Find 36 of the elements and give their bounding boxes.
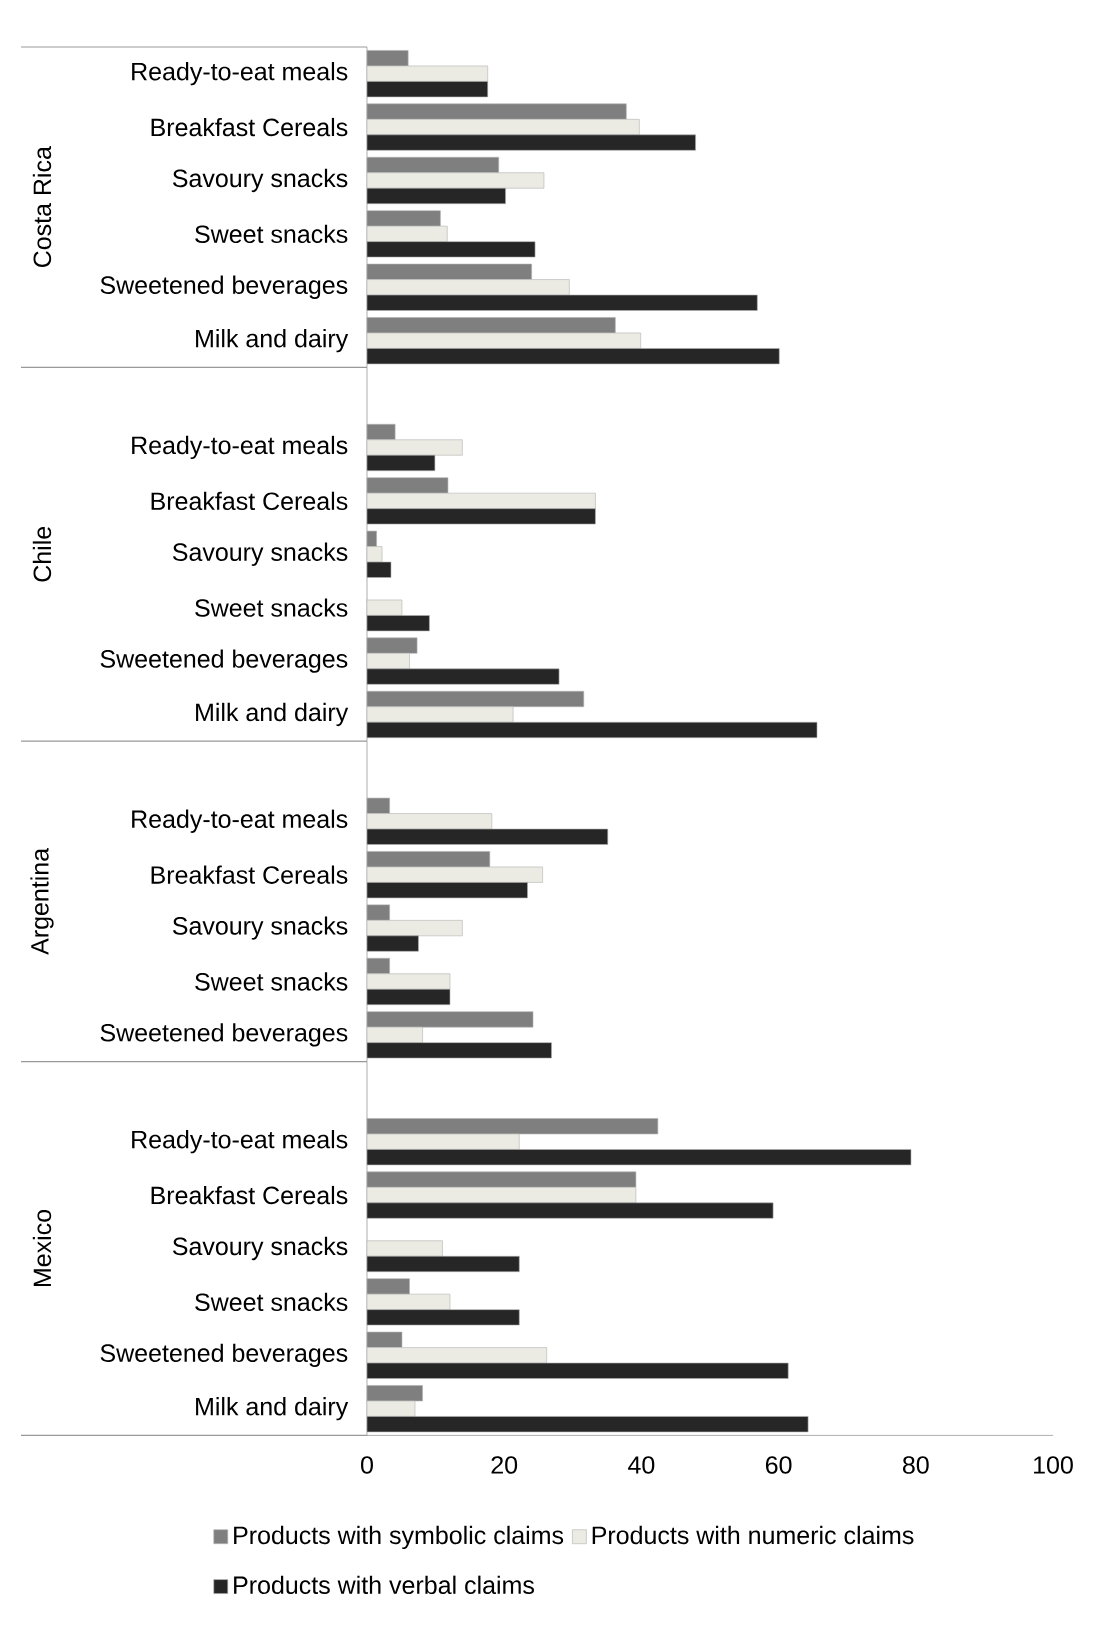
x-tick-label: 100 [1034,1456,1073,1474]
y-tick-label: Sweetened beverages [100,649,348,673]
y-axis-title: Chile [32,526,52,582]
y-tick-label: Ready-to-eat meals [132,435,348,460]
y-tick-label: Breakfast Cereals [151,491,348,511]
y-tick-label: Savoury snacks [172,542,348,566]
y-tick-label: Breakfast Cereals [151,117,348,137]
y-tick-label: Sweetened beverages [100,1343,348,1367]
y-tick-label: Ready-to-eat meals [132,1130,348,1154]
y-tick-label: Sweetened beverages [100,275,348,299]
y-tick-label: Sweet snacks [195,598,348,617]
legend-label: Products with symbolic claims [234,1525,564,1550]
x-tick-label: 60 [765,1456,792,1474]
y-axis-title: Argentina [30,847,54,955]
y-tick-label: Savoury snacks [172,916,348,940]
legend-label: Products with numeric claims [592,1525,914,1545]
x-tick-label: 0 [361,1456,373,1474]
legend-label: Products with verbal claims [234,1575,534,1595]
y-axis-title: Mexico [32,1209,52,1287]
y-tick-label: Breakfast Cereals [151,865,348,884]
y-tick-label: Sweet snacks [195,1292,348,1312]
y-axis-title: Costa Rica [32,146,52,268]
x-tick-label: 40 [628,1456,655,1474]
y-tick-label: Breakfast Cereals [151,1185,348,1205]
x-tick-label: 80 [902,1456,929,1474]
y-tick-label: Sweetened beverages [100,1023,348,1047]
y-tick-label: Milk and dairy [196,1397,349,1421]
y-tick-label: Milk and dairy [196,702,349,727]
y-tick-label: Ready-to-eat meals [132,62,348,86]
y-tick-label: Savoury snacks [172,168,348,193]
x-tick-label: 20 [491,1456,518,1474]
y-tick-label: Savoury snacks [172,1236,348,1261]
y-tick-label: Sweet snacks [195,972,348,991]
y-tick-label: Milk and dairy [196,329,349,353]
y-tick-label: Ready-to-eat meals [132,809,348,833]
y-tick-label: Sweet snacks [195,224,348,244]
